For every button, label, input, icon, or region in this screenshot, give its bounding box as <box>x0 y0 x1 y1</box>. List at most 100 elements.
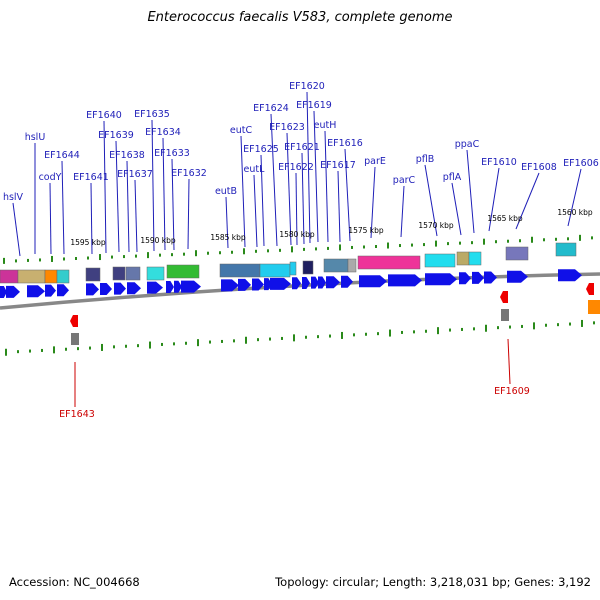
label-leader <box>12 202 21 257</box>
gene-label: eutB <box>215 186 237 197</box>
gene-arrow-forward <box>221 279 239 292</box>
tick-mark <box>413 330 415 334</box>
gene-arrow-forward <box>181 280 201 293</box>
label-leader <box>424 164 438 237</box>
tick-mark <box>147 252 149 259</box>
label-leader <box>260 154 265 247</box>
label-leader <box>295 172 298 246</box>
gene-label: EF1639 <box>98 130 134 141</box>
tick-mark <box>471 241 473 245</box>
tick-mark <box>293 334 295 342</box>
tick-mark <box>161 342 163 346</box>
gene-label: parE <box>364 156 386 167</box>
tick-mark <box>53 346 55 354</box>
protein-feature <box>289 261 297 276</box>
label-leader <box>515 172 540 230</box>
protein-feature <box>357 255 421 270</box>
tick-row-top <box>3 234 593 264</box>
tick-mark <box>137 344 139 348</box>
tick-mark <box>519 239 521 243</box>
tick-mark <box>363 245 365 249</box>
gene-label: hslV <box>3 192 24 203</box>
protein-feature <box>501 309 509 321</box>
tick-mark <box>365 332 367 336</box>
protein-feature <box>0 269 19 284</box>
label-leader <box>240 135 246 248</box>
tick-mark <box>5 348 7 356</box>
label-leader <box>253 174 258 248</box>
tick-mark <box>123 255 125 259</box>
gene-arrow-forward <box>341 275 353 288</box>
label-leader <box>567 168 582 227</box>
tick-mark <box>557 323 559 327</box>
tick-mark <box>581 319 583 327</box>
tick-mark <box>473 327 475 331</box>
gene-label: EF1633 <box>154 148 190 159</box>
tick-mark <box>545 323 547 327</box>
tick-mark <box>243 248 245 255</box>
label-leader <box>451 182 462 236</box>
tick-mark <box>75 257 77 260</box>
label-leader <box>337 170 341 243</box>
tick-mark <box>317 335 319 339</box>
tick-row-bottom <box>5 319 595 356</box>
tick-mark <box>521 324 523 328</box>
tick-mark <box>351 245 353 249</box>
tick-mark <box>125 344 127 348</box>
tick-mark <box>435 240 437 247</box>
protein-feature <box>112 266 126 281</box>
label-leader <box>313 110 319 243</box>
tick-mark <box>233 339 235 343</box>
gene-arrow-forward <box>45 284 56 297</box>
protein-feature <box>56 269 70 284</box>
tick-mark <box>591 236 593 240</box>
forward-gene-track <box>0 269 582 298</box>
gene-arrow-forward <box>114 282 126 295</box>
gene-arrow-forward <box>252 278 264 291</box>
tick-mark <box>207 251 209 255</box>
label-leader <box>400 185 405 238</box>
gene-arrow-forward <box>472 271 484 284</box>
tick-mark <box>593 321 595 325</box>
tick-mark <box>63 257 65 261</box>
tick-mark <box>399 244 401 248</box>
accession-label: Accession: NC_004668 <box>9 575 140 589</box>
tick-mark <box>195 250 197 257</box>
protein-feature <box>323 258 349 273</box>
protein-feature <box>555 242 577 257</box>
label-leader <box>61 160 65 255</box>
tick-mark <box>461 327 463 331</box>
gene-label: EF1621 <box>284 142 320 153</box>
tick-mark <box>27 258 29 262</box>
tick-mark <box>425 329 427 333</box>
gene-arrow-forward <box>318 276 326 289</box>
gene-label: eutC <box>230 125 253 136</box>
tick-mark <box>377 332 379 336</box>
protein-feature <box>146 266 165 281</box>
gene-label: EF1644 <box>44 150 80 161</box>
gene-label: EF1616 <box>327 138 363 149</box>
label-leader <box>90 182 93 255</box>
protein-feature <box>85 267 101 282</box>
protein-feature <box>468 251 482 266</box>
gene-arrow-forward <box>100 283 112 295</box>
scale-labels: 1595 kbp 1590 kbp 1585 kbp 1580 kbp 1575 kbp… <box>70 208 593 247</box>
scale-label: 1570 kbp <box>418 221 454 230</box>
tick-mark <box>111 255 113 259</box>
protein-feature <box>424 253 456 268</box>
tick-mark <box>495 240 497 244</box>
tick-mark <box>401 330 403 334</box>
gene-arrow-forward <box>27 285 45 298</box>
gene-arrow-forward <box>558 269 582 282</box>
tick-mark <box>531 236 533 243</box>
tick-mark <box>423 243 425 247</box>
gene-labels: hslVhslUcodYEF1644EF1641EF1640EF1639EF16… <box>3 81 599 420</box>
protein-feature <box>166 264 200 279</box>
label-leader <box>370 166 376 239</box>
tick-mark <box>569 322 571 326</box>
tick-mark <box>315 247 317 251</box>
gene-label: EF1622 <box>278 162 314 173</box>
gene-label: eutH <box>314 120 337 131</box>
tick-mark <box>303 247 305 251</box>
